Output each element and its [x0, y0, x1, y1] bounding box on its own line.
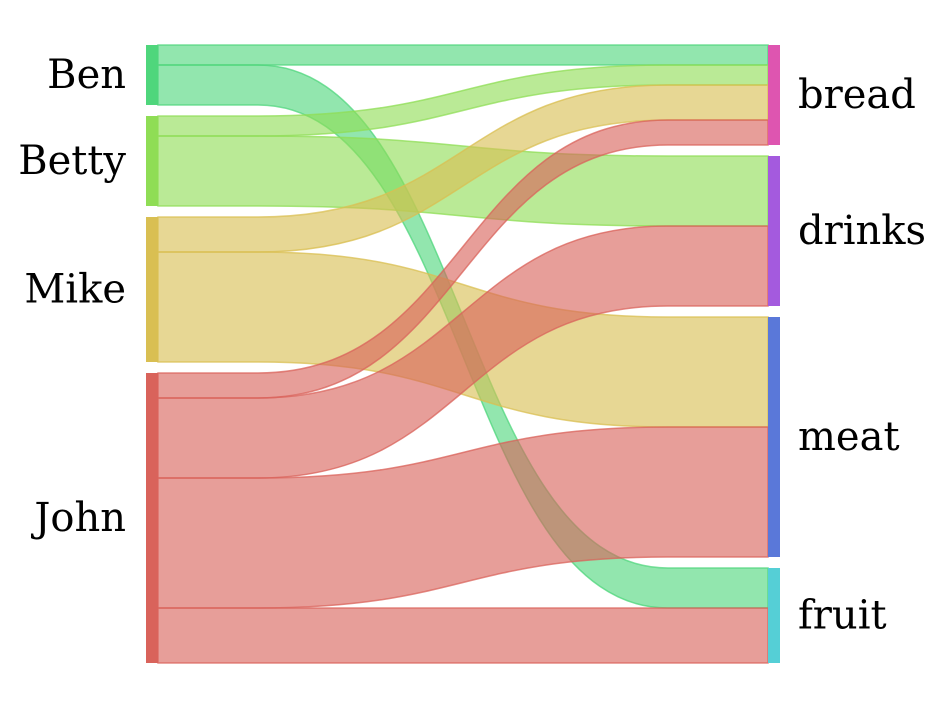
target-label-drinks: drinks — [798, 208, 926, 254]
source-node-mike — [146, 217, 158, 362]
target-label-fruit: fruit — [798, 593, 887, 639]
target-label-meat: meat — [798, 414, 900, 460]
target-node-drinks — [768, 156, 780, 306]
target-label-bread: bread — [798, 72, 916, 118]
node-layer — [146, 45, 780, 663]
source-node-ben — [146, 45, 158, 105]
label-layer: Ben Betty Mike John bread drinks meat fruit — [18, 52, 926, 639]
flow-layer — [157, 44, 769, 664]
target-node-fruit — [768, 568, 780, 663]
source-label-mike: Mike — [24, 267, 126, 313]
source-node-john — [146, 373, 158, 663]
target-node-bread — [768, 45, 780, 145]
flow-john-to-fruit — [157, 607, 769, 664]
source-label-john: John — [30, 495, 126, 541]
source-node-betty — [146, 116, 158, 206]
flow-ben-to-bread — [157, 44, 769, 66]
source-label-ben: Ben — [47, 52, 126, 98]
target-node-meat — [768, 317, 780, 557]
source-label-betty: Betty — [18, 138, 126, 184]
